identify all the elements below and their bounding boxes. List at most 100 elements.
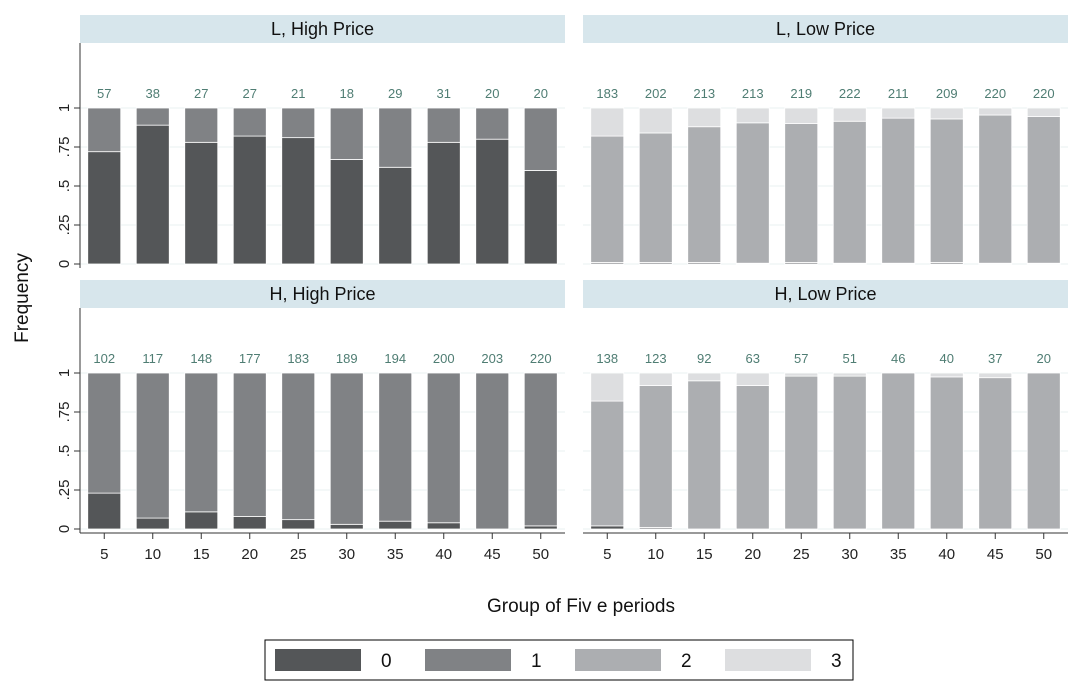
bar-segment <box>978 107 1013 116</box>
bar-segment <box>135 107 170 126</box>
bar-segment <box>832 375 867 530</box>
bar-segment <box>281 519 316 530</box>
count-label: 20 <box>1037 351 1051 366</box>
count-label: 27 <box>243 86 257 101</box>
count-label: 194 <box>384 351 406 366</box>
bar-segment <box>475 107 510 140</box>
count-label: 20 <box>534 86 548 101</box>
count-label: 57 <box>794 351 808 366</box>
y-tick-label: .75 <box>56 402 73 423</box>
bar-segment <box>184 107 219 143</box>
x-tick-label: 50 <box>532 546 549 563</box>
legend-label: 1 <box>531 651 542 672</box>
bar-segment <box>426 107 461 143</box>
bar-segment <box>881 117 916 264</box>
bar-segment <box>475 372 510 530</box>
bar-segment <box>832 120 867 264</box>
bar-segment <box>832 372 867 377</box>
x-tick-label: 40 <box>435 546 452 563</box>
bar-segment <box>687 126 722 263</box>
count-label: 177 <box>239 351 261 366</box>
bar-segment <box>784 123 819 263</box>
x-tick-label: 25 <box>793 546 810 563</box>
bar-segment <box>184 511 219 530</box>
bar-segment <box>881 107 916 119</box>
bar-segment <box>329 372 364 525</box>
count-label: 209 <box>936 86 958 101</box>
bar-segment <box>87 151 122 265</box>
x-tick-label: 45 <box>484 546 501 563</box>
bar-segment <box>475 138 510 265</box>
bar-segment <box>232 516 267 530</box>
count-label: 148 <box>190 351 212 366</box>
panel-title: H, High Price <box>269 284 375 304</box>
count-label: 57 <box>97 86 111 101</box>
bar-segment <box>1026 116 1061 264</box>
x-tick-label: 5 <box>603 546 611 563</box>
bar-segment <box>638 372 673 386</box>
bar-segment <box>378 107 413 168</box>
panel-title-bar <box>80 15 565 43</box>
y-tick-label: .75 <box>56 137 73 158</box>
bar-segment <box>1026 372 1061 530</box>
count-label: 138 <box>596 351 618 366</box>
bar-segment <box>135 124 170 265</box>
bar-segment <box>687 380 722 530</box>
count-label: 220 <box>984 86 1006 101</box>
y-tick-label: 1 <box>56 369 73 377</box>
count-label: 213 <box>693 86 715 101</box>
count-label: 220 <box>530 351 552 366</box>
legend-label: 2 <box>681 651 692 672</box>
bar-segment <box>523 169 558 265</box>
bar-segment <box>232 372 267 517</box>
count-label: 203 <box>481 351 503 366</box>
count-label: 202 <box>645 86 667 101</box>
count-label: 213 <box>742 86 764 101</box>
panel-title: L, Low Price <box>776 19 875 39</box>
legend-label: 3 <box>831 651 842 672</box>
y-tick-label: 0 <box>56 260 73 268</box>
y-tick-label: 0 <box>56 525 73 533</box>
bar-segment <box>929 372 964 378</box>
bar-segment <box>590 135 625 263</box>
count-label: 183 <box>287 351 309 366</box>
count-label: 31 <box>437 86 451 101</box>
count-label: 27 <box>194 86 208 101</box>
count-label: 220 <box>1033 86 1055 101</box>
bar-segment <box>687 107 722 128</box>
x-tick-label: 20 <box>241 546 258 563</box>
count-label: 222 <box>839 86 861 101</box>
panel: L, High Price 57 38 27 27 21 18 29 31 20 20 0 .25 .5.… <box>56 15 565 268</box>
count-label: 219 <box>790 86 812 101</box>
y-tick-label: .25 <box>56 215 73 236</box>
count-label: 20 <box>485 86 499 101</box>
x-tick-label: 10 <box>647 546 664 563</box>
bar-segment <box>281 372 316 521</box>
bar-segment <box>832 107 867 122</box>
x-tick-label: 15 <box>696 546 713 563</box>
bar-segment <box>638 385 673 528</box>
bar-segment <box>329 159 364 265</box>
legend-swatch <box>725 649 811 671</box>
bar-segment <box>378 166 413 265</box>
count-label: 183 <box>596 86 618 101</box>
bar-segment <box>929 107 964 120</box>
bar-segment <box>523 107 558 171</box>
count-label: 63 <box>746 351 760 366</box>
bar-segment <box>378 520 413 530</box>
bar-segment <box>426 141 461 265</box>
bar-segment <box>929 118 964 263</box>
bar-segment <box>87 372 122 494</box>
x-tick-label: 35 <box>387 546 404 563</box>
bar-segment <box>184 372 219 513</box>
bar-segment <box>523 525 558 530</box>
count-label: 189 <box>336 351 358 366</box>
panel-title-bar <box>583 280 1068 308</box>
panel: H, Low Price 138 123 92 63 57 51 46 40 37 20 5 10 15 2… <box>583 280 1068 563</box>
count-label: 123 <box>645 351 667 366</box>
bar-segment <box>687 372 722 382</box>
bar-segment <box>523 372 558 527</box>
bar-segment <box>281 137 316 265</box>
